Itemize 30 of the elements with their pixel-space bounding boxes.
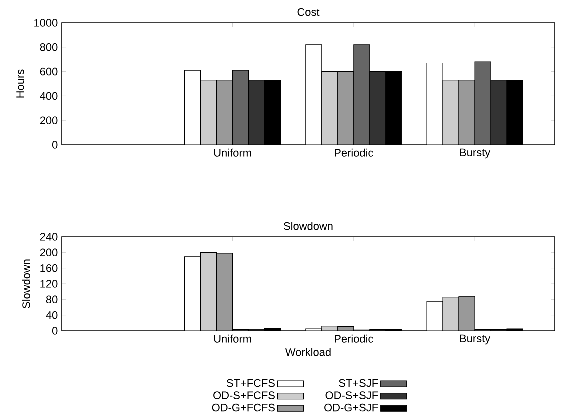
legend-label: ST+SJF: [339, 379, 378, 388]
y-axis-title: Hours: [16, 70, 24, 98]
y-tick-label: 400: [40, 92, 58, 100]
y-tick-label: 600: [40, 68, 58, 76]
y-tick-label: 800: [40, 44, 58, 52]
x-tick-label: Uniform: [214, 334, 252, 343]
y-tick-label: 40: [46, 311, 58, 320]
y-tick-label: 200: [40, 248, 58, 257]
y-tick-label: 0: [52, 141, 58, 149]
x-tick-label: Uniform: [214, 148, 252, 157]
y-tick-label: 1000: [34, 19, 58, 27]
x-axis-title: Workload: [286, 348, 331, 356]
chart-title: Cost: [298, 8, 320, 16]
x-tick-label: Periodic: [335, 334, 374, 343]
y-tick-label: 200: [40, 116, 58, 124]
chart-title: Slowdown: [284, 222, 333, 230]
x-tick-label: Periodic: [335, 148, 374, 157]
legend-label: ST+FCFS: [226, 379, 275, 388]
y-tick-label: 120: [40, 280, 58, 288]
y-tick-label: 160: [40, 264, 58, 272]
x-tick-label: Bursty: [460, 334, 491, 345]
y-axis-title: Slowdown: [22, 260, 30, 308]
legend-label: OD-S+SJF: [326, 392, 378, 400]
x-tick-label: Bursty: [460, 148, 491, 159]
legend-label: OD-G+SJF: [324, 404, 378, 412]
y-tick-label: 0: [52, 327, 58, 335]
legend-label: OD-S+FCFS: [214, 392, 275, 400]
y-tick-label: 240: [40, 233, 58, 241]
legend-label: OD-G+FCFS: [212, 404, 275, 412]
y-tick-label: 80: [46, 296, 58, 304]
